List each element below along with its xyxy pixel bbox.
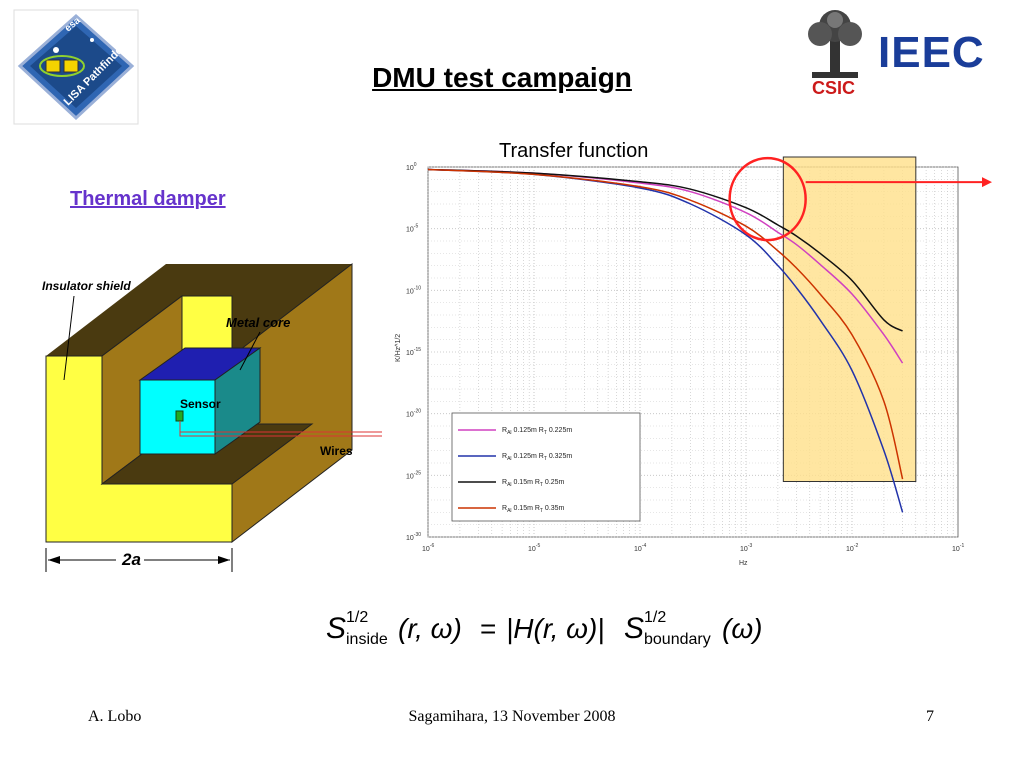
transfer-function-chart: 10-6 10-5 10-4 10-3 10-2 10-1 100 10-5 10-10 10-1… [395,156,992,565]
highlight-arrow-head [982,177,992,188]
legend-entry: RAl 0.125m RT 0.225m [502,427,572,436]
eq-transfer: |H(r, ω)| [506,613,605,644]
eq-lhs-sub: inside [346,631,388,648]
y-tick-label: 10-5 [406,224,418,234]
x-tick-label: 10-2 [846,543,858,553]
ieec-logo-text: IEEC [878,28,985,77]
eq-rhs-sub: boundary [644,631,711,648]
sensor-chip [175,410,184,422]
eq-lhs-args: (r, ω) [398,613,462,644]
dimension-label: 2a [121,550,141,569]
x-tick-label: 10-5 [528,543,540,553]
eq-rhs-symbol: S [624,612,644,645]
csic-tree-logo [808,10,862,78]
metal-core-label: Metal core [226,315,290,330]
chart-title: Transfer function [499,140,649,162]
eq-rhs-sup: 1/2 [644,609,666,626]
eq-rhs-args: (ω) [722,613,762,644]
eq-lhs-sup: 1/2 [346,609,368,626]
y-tick-label: 10-30 [406,532,421,542]
y-tick-label: 100 [406,162,417,172]
highlight-region [782,156,917,482]
series-line-3 [427,168,903,332]
csic-logo-text: CSIC [812,78,856,98]
wires-label: Wires [320,444,353,458]
y-tick-label: 10-20 [406,409,421,419]
eq-lhs-symbol: S [326,612,346,645]
footer-author: A. Lobo [88,708,142,725]
eq-equals: = [480,613,496,644]
footer-event: Sagamihara, 13 November 2008 [408,708,616,725]
insulator-shield-label: Insulator shield [42,279,131,293]
series-line-4 [427,168,904,480]
x-tick-label: 10-1 [952,543,964,553]
transfer-equation: S 1/2 inside (r, ω) = |H(r, ω)| S 1/2 bo… [326,609,762,648]
x-tick-label: 10-6 [422,543,434,553]
x-tick-label: 10-4 [634,543,646,553]
highlight-circle [728,156,807,242]
legend-entry: RAl 0.15m RT 0.25m [502,479,565,488]
legend-entry: RAl 0.125m RT 0.325m [502,453,572,462]
slide-title: DMU test campaign [372,62,632,93]
x-tick-label: 10-3 [740,543,752,553]
x-axis-label: Hz [739,560,748,565]
legend-entry: RAl 0.15m RT 0.35m [502,505,565,514]
lisa-pathfinder-logo: esa LISA Pathfinder [13,9,139,125]
y-tick-label: 10-25 [406,470,421,480]
sensor-wires [179,421,382,437]
y-tick-label: 10-10 [406,285,421,295]
y-axis-label: K/Hz^1/2 [395,334,402,362]
y-tick-label: 10-15 [406,347,421,357]
thermal-damper-link[interactable]: Thermal damper [70,188,226,210]
chart-legend [451,412,641,522]
thermal-damper-diagram: Insulator shield Metal core Sensor Wires… [42,262,382,572]
footer-page-number: 7 [926,708,934,725]
sensor-label: Sensor [180,397,221,411]
